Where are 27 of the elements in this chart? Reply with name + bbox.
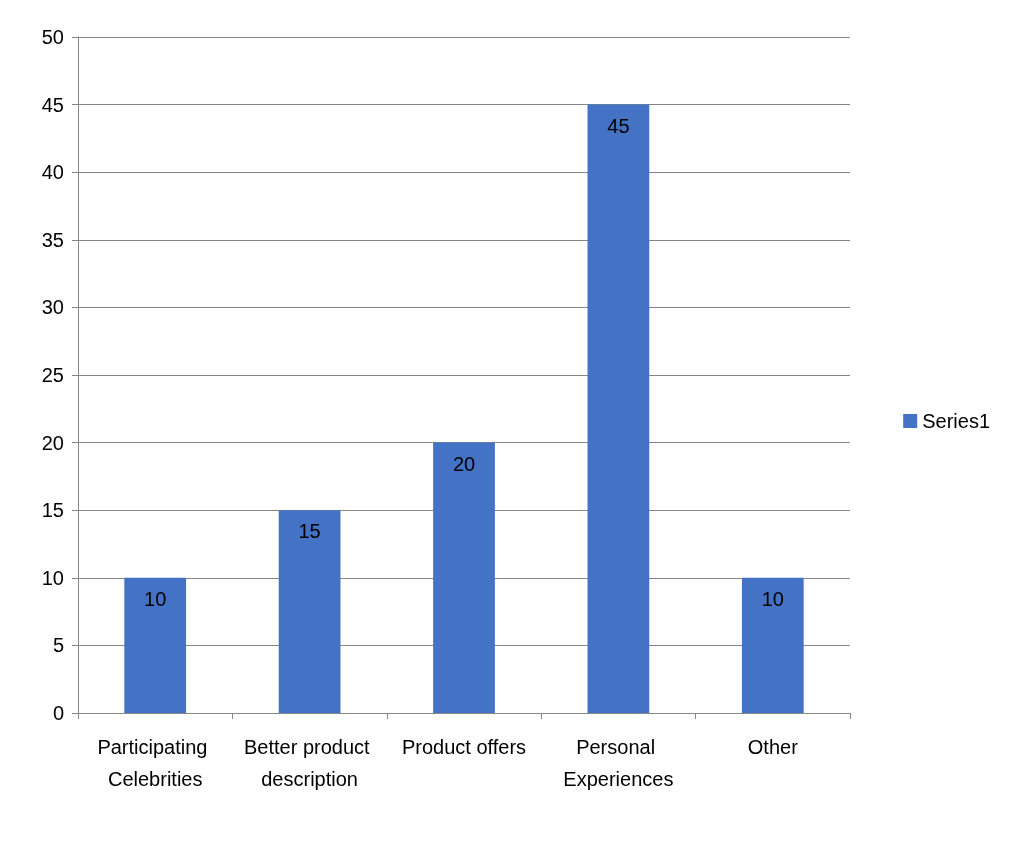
y-tick-label: 30 <box>41 296 64 319</box>
y-tick-label: 5 <box>52 634 64 657</box>
bar <box>741 577 804 713</box>
y-tick-label: 50 <box>41 26 64 48</box>
bar <box>433 442 495 713</box>
x-tick-label: Product offers <box>401 736 527 758</box>
data-label: 10 <box>761 587 784 610</box>
x-tick-label: Personal Experiences <box>563 736 674 790</box>
data-label: 45 <box>607 114 630 137</box>
data-label: 15 <box>298 520 321 543</box>
data-label: 10 <box>144 587 167 610</box>
x-tick-label: Other <box>747 736 799 758</box>
bar <box>278 510 341 713</box>
y-tick-label: 20 <box>41 431 64 454</box>
bar <box>587 104 650 713</box>
y-tick-label: 40 <box>41 161 64 184</box>
data-label: 20 <box>452 452 476 475</box>
y-tick-label: 15 <box>41 499 64 522</box>
x-tick-label: Better product description <box>244 736 376 790</box>
y-tick-label: 35 <box>41 228 64 251</box>
legend-label: Series1 <box>922 410 990 432</box>
y-tick-label: 0 <box>52 702 64 724</box>
x-tick-label: Participating Celebrities <box>97 736 214 790</box>
y-tick-label: 25 <box>41 364 64 386</box>
y-tick-label: 10 <box>41 566 64 589</box>
y-tick-label: 45 <box>41 93 64 116</box>
bar <box>124 577 187 713</box>
